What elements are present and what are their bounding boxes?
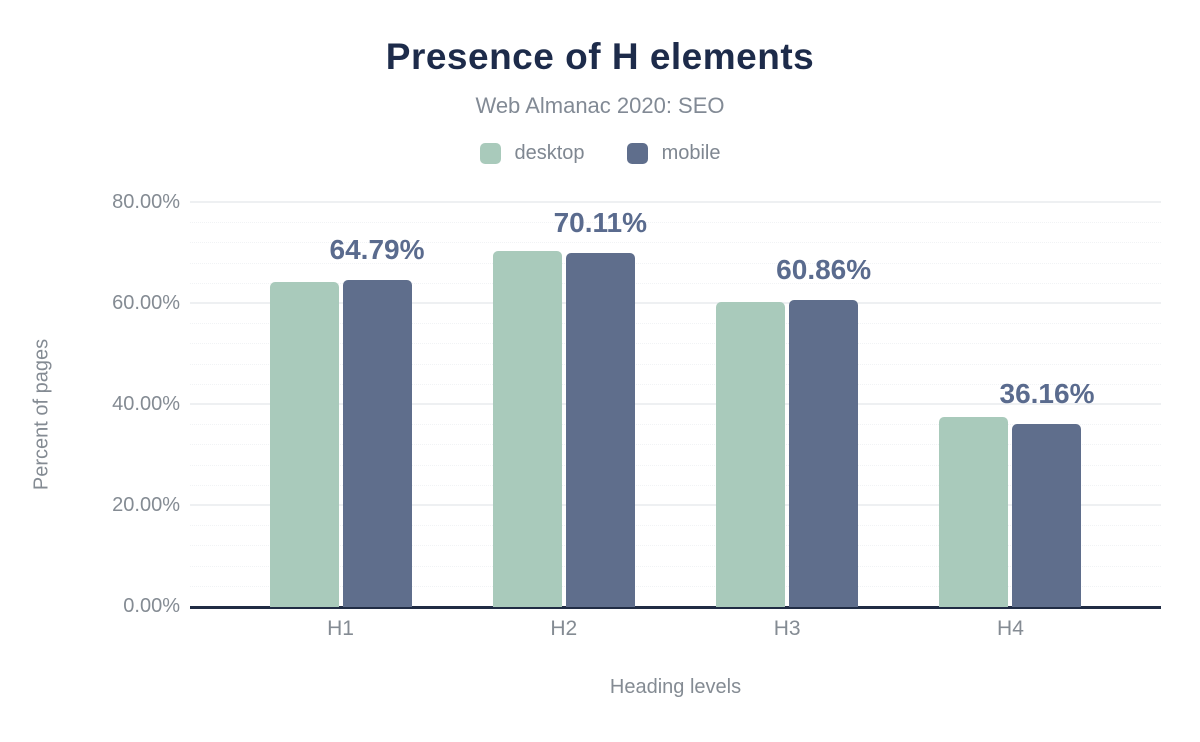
major-gridline-20 (190, 504, 1161, 506)
y-axis-title: Percent of pages (30, 338, 53, 491)
legend-item-desktop: desktop (479, 142, 585, 165)
plot-area: 64.79% 70.11% 60.86% 36.16% (190, 182, 1161, 609)
minor-gridline-32 (190, 444, 1161, 446)
legend-item-mobile: mobile (626, 142, 721, 165)
y-tick-label-0: 0.00% (123, 595, 180, 617)
major-gridline-80 (190, 201, 1161, 203)
bar-group-h4 (939, 416, 1082, 607)
x-tick-label-h2: H2 (550, 617, 578, 640)
y-tick-label-20: 20.00% (112, 494, 180, 516)
chart-legend: desktop mobile (0, 142, 1200, 165)
minor-gridline-48 (190, 363, 1161, 365)
bar-desktop-h4 (939, 416, 1009, 607)
data-label-h4: 36.16% (999, 378, 1095, 410)
x-tick-label-h3: H3 (773, 617, 801, 640)
minor-gridline-56 (190, 323, 1161, 325)
data-label-h1: 64.79% (329, 233, 425, 265)
minor-gridline-8 (190, 565, 1161, 567)
bar-desktop-h2 (492, 250, 562, 607)
bar-group-h2 (492, 250, 635, 607)
legend-swatch-mobile-icon (626, 143, 648, 164)
minor-gridline-16 (190, 525, 1161, 527)
y-tick-label-60: 60.00% (112, 292, 180, 314)
bar-desktop-h3 (716, 301, 786, 607)
minor-gridline-28 (190, 464, 1161, 466)
y-tick-label-80: 80.00% (112, 191, 180, 213)
x-axis-line (190, 606, 1161, 609)
major-gridline-60 (190, 302, 1161, 304)
chart-subtitle: Web Almanac 2020: SEO (475, 93, 725, 118)
bar-mobile-h4 (1012, 424, 1082, 607)
legend-swatch-desktop-icon (479, 143, 501, 164)
minor-gridline-12 (190, 545, 1161, 547)
bar-mobile-h2 (565, 252, 635, 607)
x-tick-label-h4: H4 (997, 617, 1024, 640)
minor-gridline-24 (190, 484, 1161, 486)
y-tick-label-40: 40.00% (112, 393, 180, 415)
data-label-h3: 60.86% (776, 253, 872, 285)
x-axis-title: Heading levels (609, 676, 742, 698)
data-label-h2: 70.11% (553, 206, 648, 238)
minor-gridline-44 (190, 383, 1161, 385)
minor-gridline-64 (190, 282, 1161, 284)
bar-mobile-h1 (342, 279, 412, 607)
minor-gridline-72 (190, 242, 1161, 244)
x-tick-label-h1: H1 (327, 617, 354, 640)
minor-gridline-68 (190, 262, 1161, 264)
minor-gridline-76 (190, 222, 1161, 224)
chart-title: Presence of H elements (385, 36, 815, 77)
legend-label-desktop: desktop (514, 142, 585, 164)
major-gridline-40 (190, 403, 1161, 405)
minor-gridline-4 (190, 585, 1161, 587)
minor-gridline-36 (190, 424, 1161, 426)
bar-mobile-h3 (789, 299, 859, 607)
bar-group-h1 (269, 279, 412, 607)
minor-gridline-52 (190, 343, 1161, 345)
bar-group-h3 (716, 299, 859, 607)
bar-desktop-h1 (269, 281, 339, 607)
legend-label-mobile: mobile (661, 142, 721, 164)
